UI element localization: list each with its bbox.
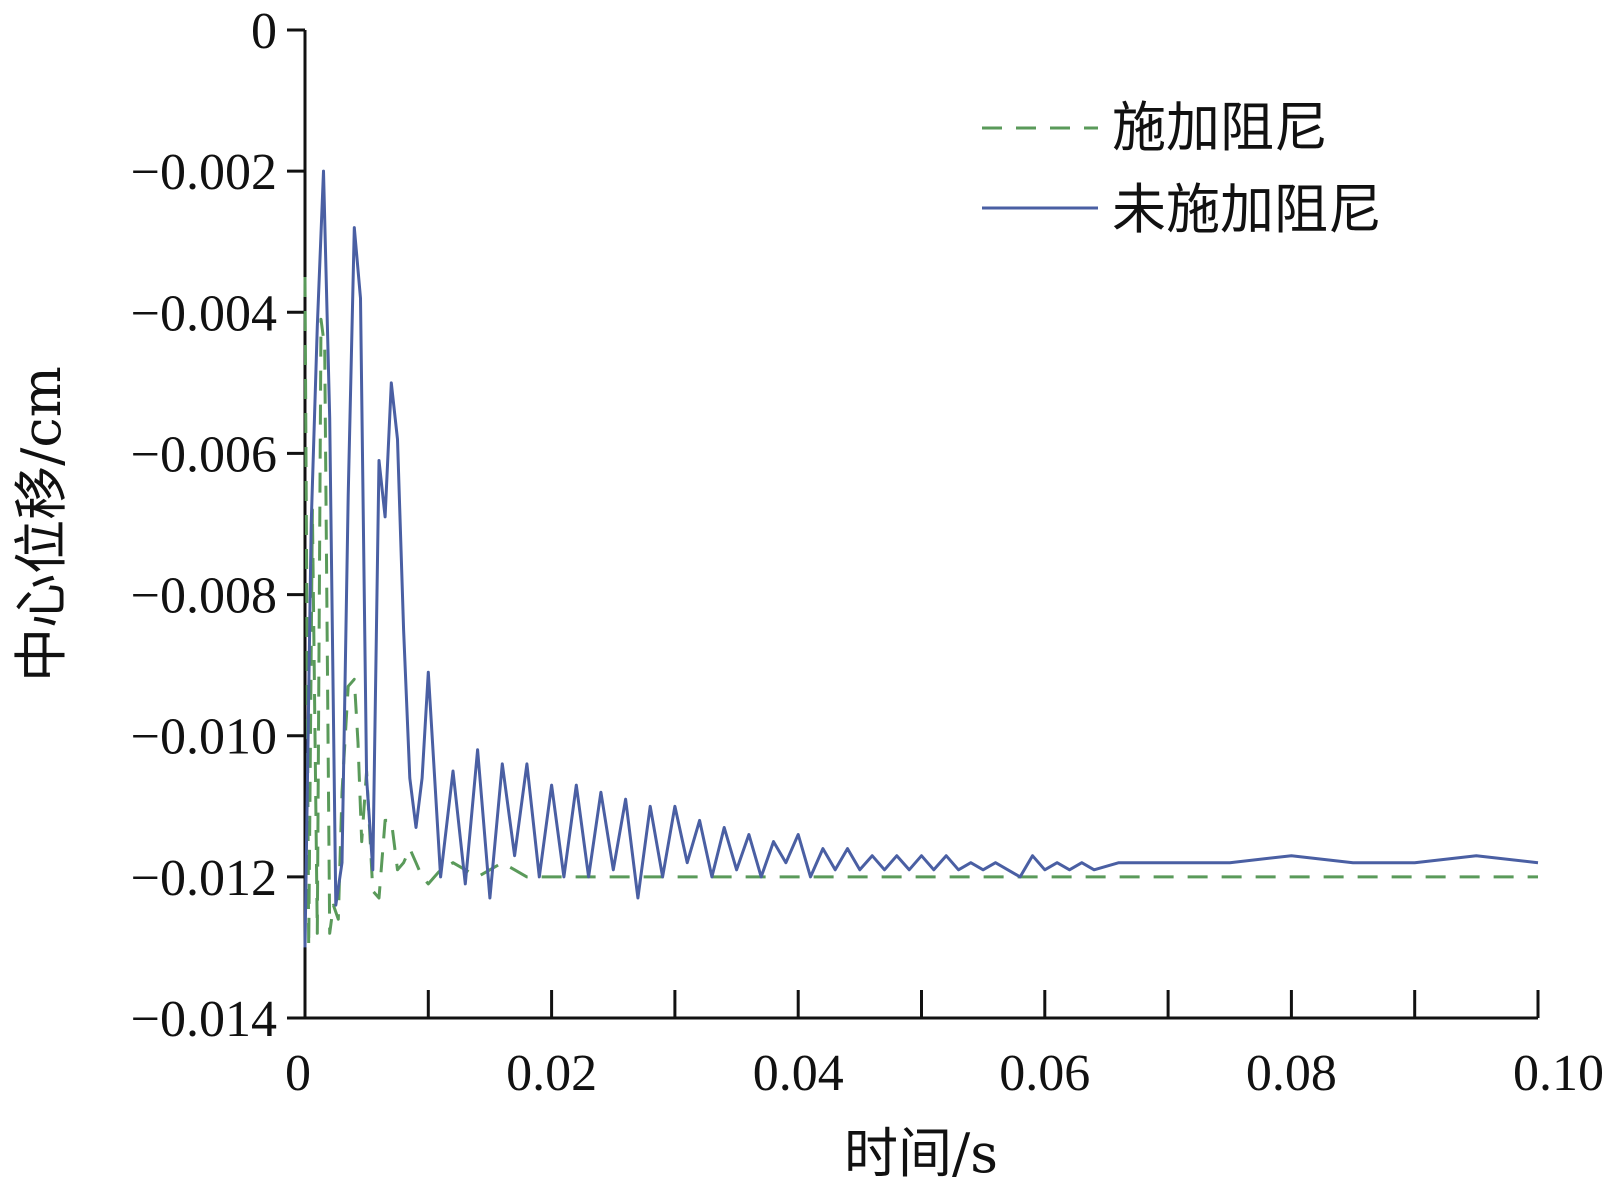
x-tick-label: 0.10 xyxy=(1513,1045,1604,1102)
y-tick-label: −0.012 xyxy=(131,850,277,907)
y-tick-label: −0.006 xyxy=(131,426,277,483)
legend: 施加阻尼 未施加阻尼 xyxy=(982,96,1382,241)
series-line-damped xyxy=(303,276,1538,949)
legend-label-damped: 施加阻尼 xyxy=(1112,96,1328,159)
y-tick-label: 0 xyxy=(251,3,277,60)
y-axis-title: 中心位移/cm xyxy=(10,366,73,682)
y-tick-label: −0.004 xyxy=(131,285,277,342)
y-ticks: 0 −0.002 −0.004 −0.006 −0.008 −0.010 −0.012 −0.… xyxy=(131,3,305,1048)
x-tick-label: 0.04 xyxy=(753,1045,844,1102)
series-line-undamped xyxy=(303,169,1539,948)
legend-label-undamped: 未施加阻尼 xyxy=(1112,178,1382,241)
x-tick-label: 0.08 xyxy=(1246,1045,1337,1102)
x-tick-label: 0.02 xyxy=(506,1045,597,1102)
y-tick-label: −0.014 xyxy=(131,991,277,1048)
series-layer xyxy=(303,169,1539,949)
x-tick-label: 0.06 xyxy=(999,1045,1090,1102)
y-tick-label: −0.008 xyxy=(131,568,277,625)
y-tick-label: −0.010 xyxy=(131,709,277,766)
x-ticks: 0 0.02 0.04 0.06 0.08 0.10 xyxy=(285,990,1604,1102)
x-tick-label: 0 xyxy=(285,1045,311,1102)
x-axis-title: 时间/s xyxy=(844,1122,998,1185)
y-tick-label: −0.002 xyxy=(131,144,277,201)
